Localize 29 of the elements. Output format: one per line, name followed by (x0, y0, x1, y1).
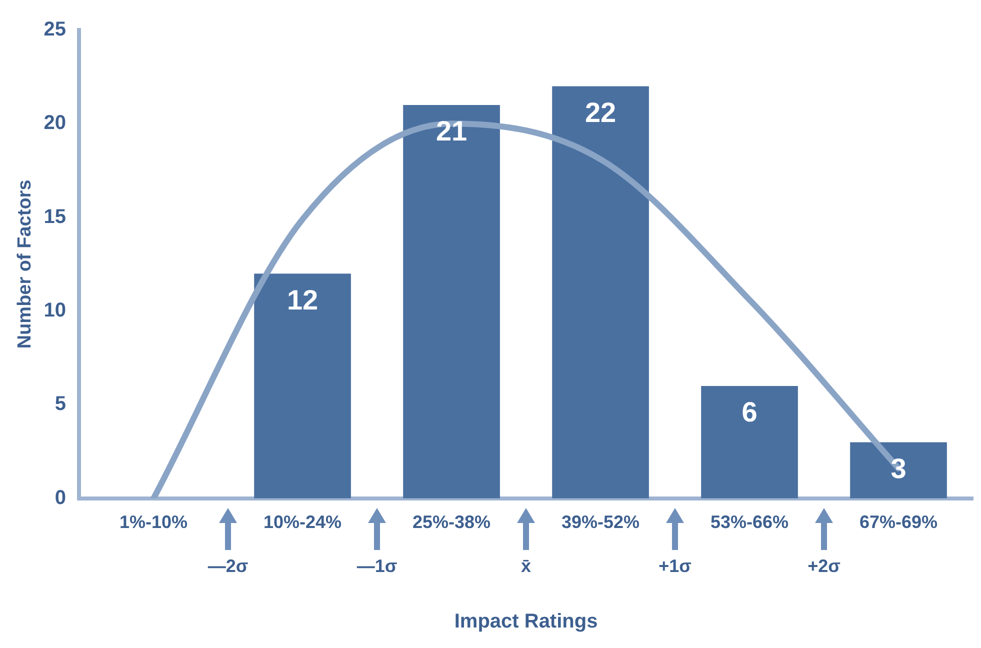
y-tick-label: 10 (44, 300, 66, 322)
y-tick-label: 15 (44, 206, 66, 228)
data-label: 12 (286, 284, 318, 316)
data-label: 21 (436, 116, 468, 147)
x-tick-label: 53%-66% (710, 512, 789, 532)
text: x̄ (521, 556, 532, 578)
x-tick-label: 67%-69% (859, 512, 938, 532)
data-label: 22 (584, 96, 616, 128)
x-tick-label: 25%-38% (412, 512, 491, 532)
bar (254, 274, 351, 498)
y-axis-title: Number of Factors (14, 180, 36, 349)
text: +1σ (658, 556, 692, 578)
bar (701, 386, 798, 498)
bar (403, 104, 500, 498)
text: —2σ (208, 556, 248, 578)
x-tick-label: 10%-24% (264, 512, 342, 532)
y-tick-label: 5 (54, 393, 66, 416)
y-tick-label: 25 (44, 18, 66, 41)
y-tick-label: 0 (54, 486, 66, 509)
text: —1σ (356, 556, 398, 578)
x-tick-label: 1%-10% (120, 512, 188, 532)
bar (850, 442, 947, 498)
text: +2σ (808, 556, 840, 578)
data-label: 3 (890, 452, 906, 484)
x-axis-title: Impact Ratings (454, 610, 598, 633)
bar (552, 86, 649, 498)
data-label: 6 (742, 396, 758, 428)
x-tick-label: 39%-52% (561, 512, 640, 532)
y-tick-label: 20 (44, 112, 66, 134)
